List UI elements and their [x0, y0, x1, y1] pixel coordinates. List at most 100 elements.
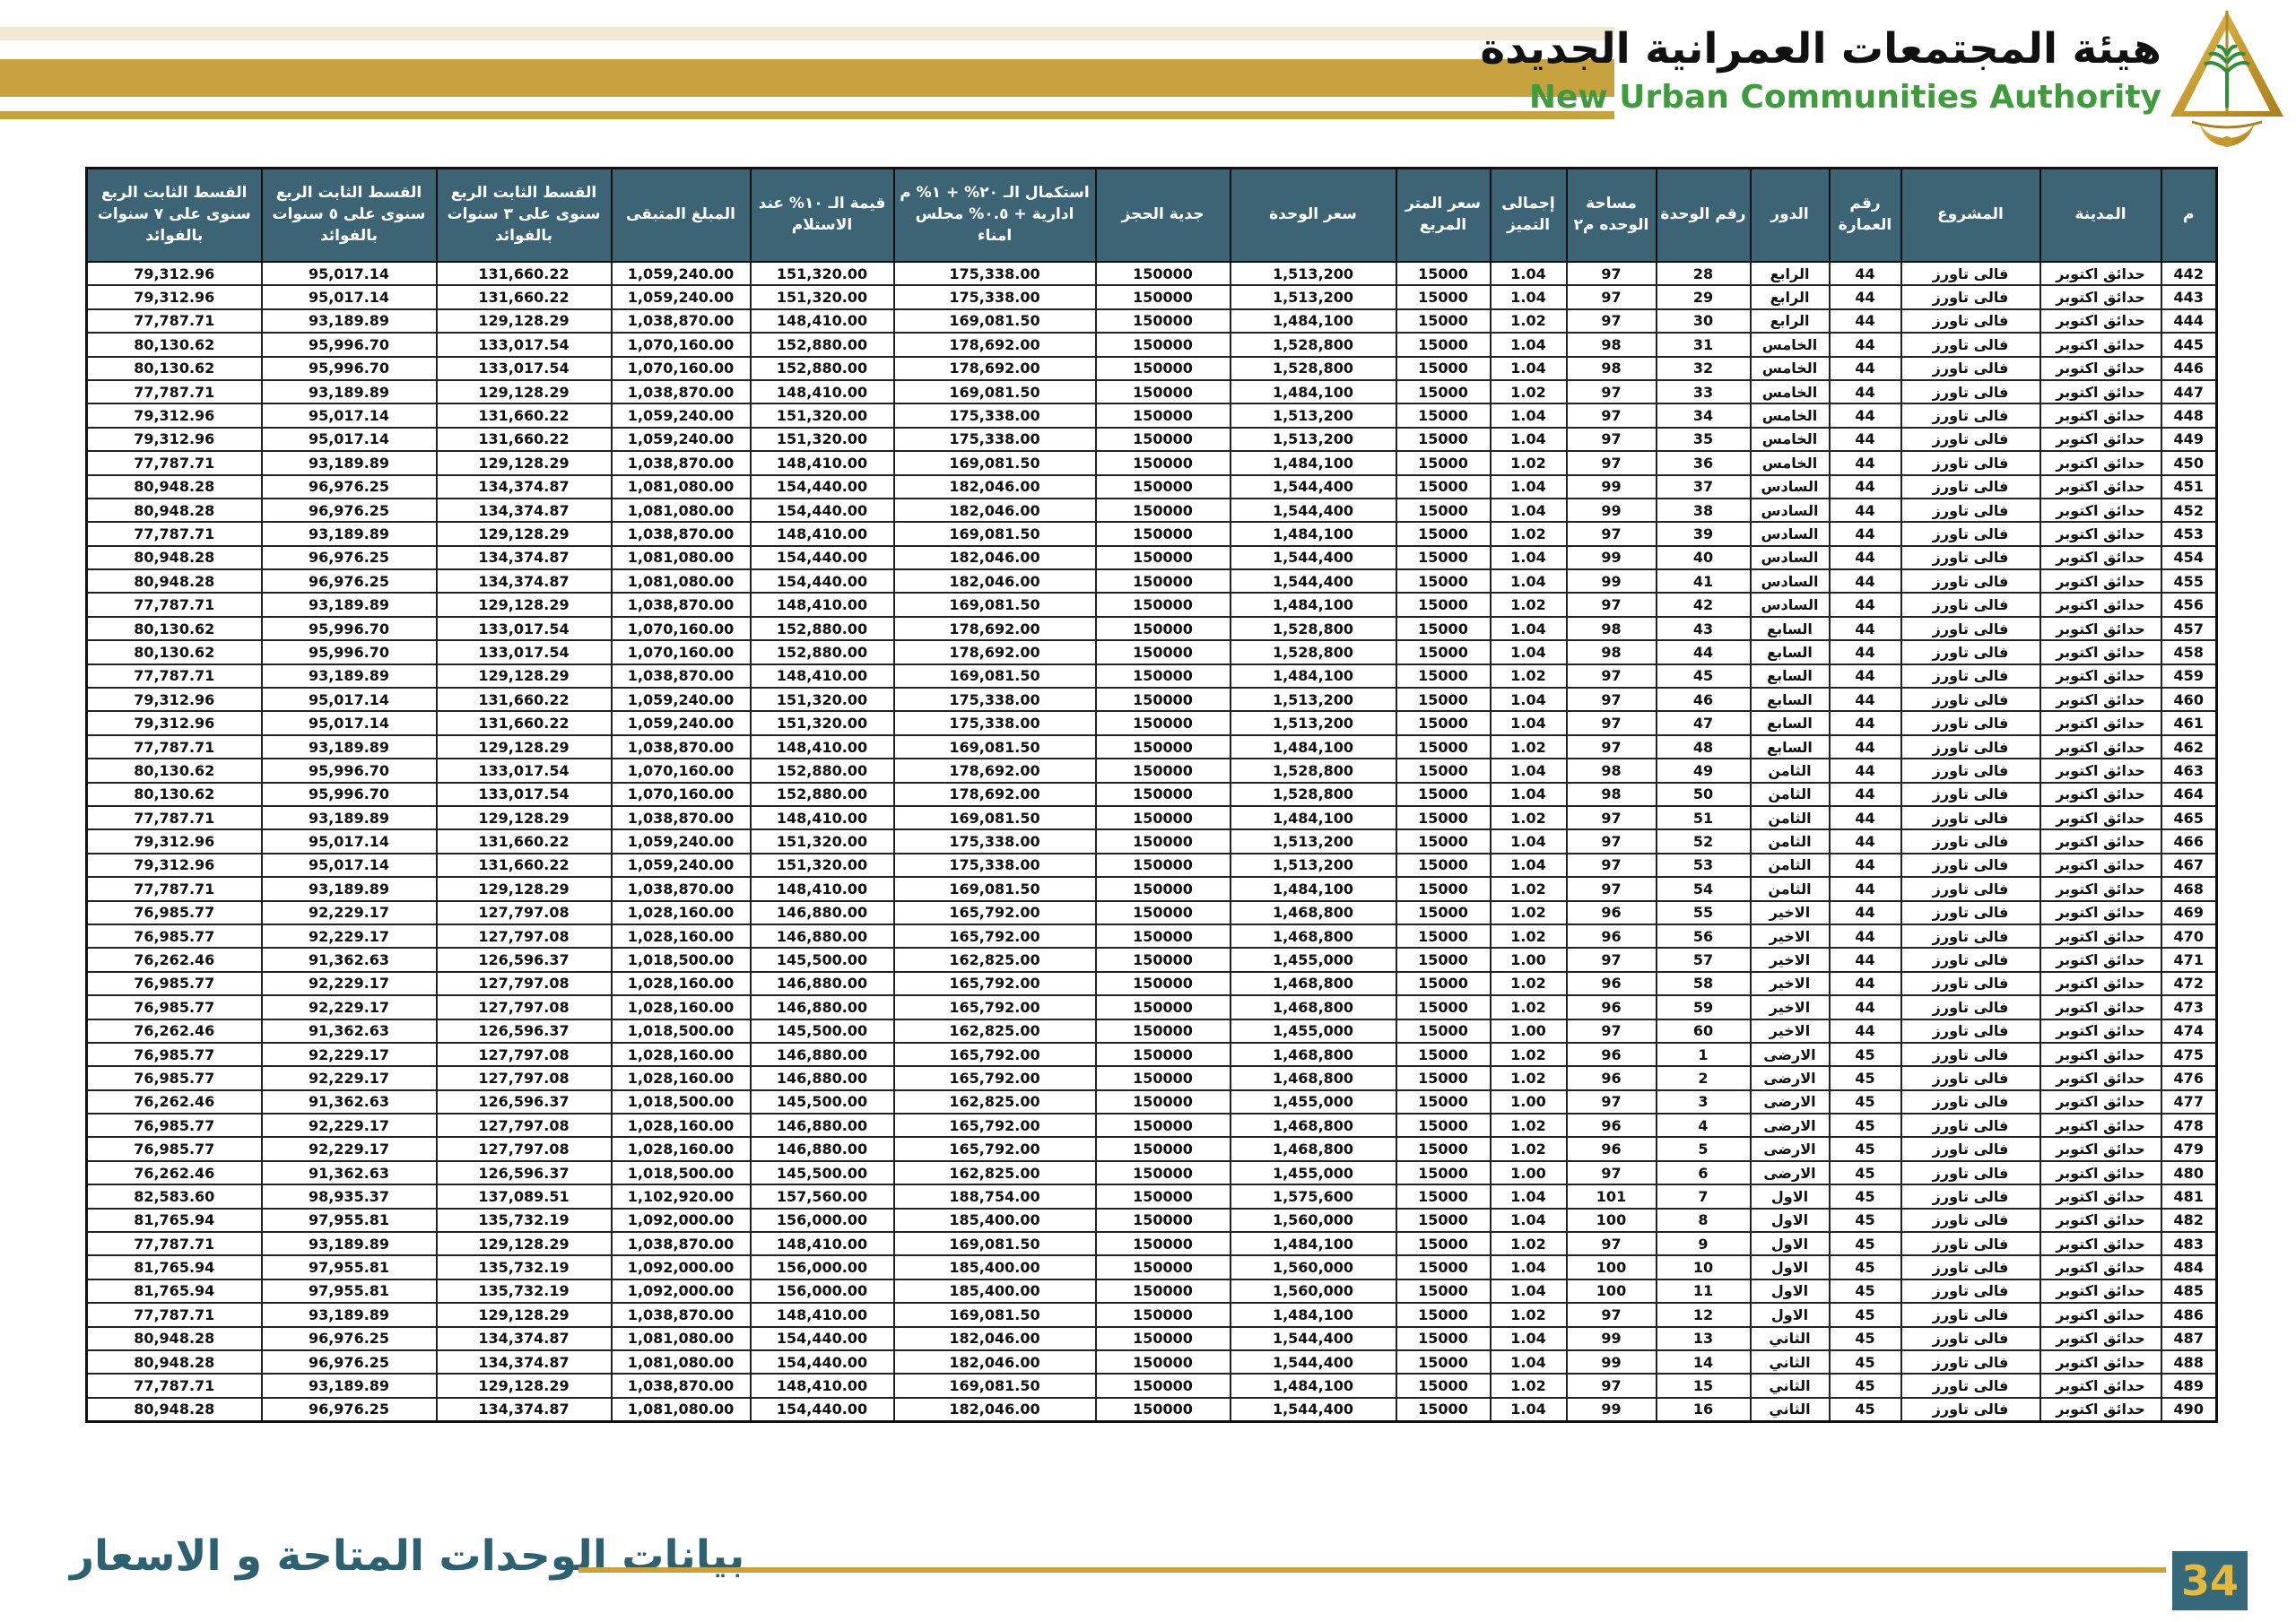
cell-building_no: 44 [1828, 521, 1902, 547]
cell-floor: السادس [1749, 544, 1831, 571]
cell-remaining_amount: 1,059,240.00 [610, 687, 752, 713]
cell-remaining_amount: 1,038,870.00 [610, 450, 752, 476]
cell-serial: 479 [2160, 1136, 2218, 1162]
cell-reservation_deposit: 150000 [1094, 308, 1231, 334]
cell-building_no: 44 [1828, 403, 1902, 429]
cell-unit_no: 16 [1655, 1396, 1752, 1423]
cell-installment_7y: 76,985.77 [85, 1136, 263, 1162]
cell-installment_7y: 79,312.96 [85, 852, 263, 879]
cell-value_10pct_delivery: 146,880.00 [749, 994, 895, 1020]
cell-price_per_m2: 15000 [1395, 1089, 1492, 1115]
column-header-remaining_amount: المبلغ المتبقى [610, 167, 752, 263]
cell-unit_price: 1,513,200 [1229, 710, 1397, 736]
cell-completion_20pct: 165,792.00 [892, 923, 1097, 950]
cell-area_m2: 97 [1565, 828, 1657, 854]
cell-building_no: 45 [1828, 1089, 1902, 1115]
cell-installment_5y: 92,229.17 [260, 1041, 438, 1068]
cell-area_m2: 98 [1565, 615, 1657, 642]
cell-installment_7y: 77,787.71 [85, 733, 263, 760]
cell-price_per_m2: 15000 [1395, 1065, 1492, 1091]
cell-floor: الخامس [1749, 426, 1831, 453]
cell-unit_no: 5 [1655, 1136, 1752, 1162]
cell-unit_price: 1,468,800 [1229, 970, 1397, 997]
table-row: 446 حدائق اكتوبر فالى تاورز 44 الخامس 32 98 1.0… [85, 355, 2218, 381]
cell-floor: الاول [1749, 1254, 1831, 1280]
cell-floor: الثامن [1749, 852, 1831, 879]
page-header: هيئة المجتمعات العمرانية الجديدة New Urb… [1480, 24, 2161, 116]
cell-reservation_deposit: 150000 [1094, 615, 1231, 642]
cell-value_10pct_delivery: 145,500.00 [749, 1018, 895, 1044]
cell-remaining_amount: 1,018,500.00 [610, 1018, 752, 1044]
cell-installment_7y: 81,765.94 [85, 1254, 263, 1280]
cell-value_10pct_delivery: 148,410.00 [749, 804, 895, 831]
cell-floor: الاخير [1749, 970, 1831, 997]
cell-area_m2: 99 [1565, 568, 1657, 594]
cell-installment_3y: 129,128.29 [435, 804, 613, 831]
cell-building_no: 44 [1828, 544, 1902, 571]
cell-installment_7y: 80,130.62 [85, 355, 263, 381]
cell-installment_3y: 137,089.51 [435, 1184, 613, 1210]
cell-floor: الارضى [1749, 1113, 1831, 1139]
cell-premium_total: 1.02 [1489, 450, 1568, 476]
cell-remaining_amount: 1,070,160.00 [610, 615, 752, 642]
cell-city: حدائق اكتوبر [2039, 1302, 2162, 1328]
cell-unit_no: 12 [1655, 1302, 1752, 1328]
cell-building_no: 44 [1828, 852, 1902, 879]
cell-unit_no: 38 [1655, 497, 1752, 524]
cell-premium_total: 1.00 [1489, 947, 1568, 973]
cell-price_per_m2: 15000 [1395, 804, 1492, 831]
cell-serial: 446 [2160, 355, 2218, 381]
cell-remaining_amount: 1,092,000.00 [610, 1278, 752, 1305]
cell-completion_20pct: 165,792.00 [892, 1041, 1097, 1068]
cell-floor: الخامس [1749, 332, 1831, 358]
cell-installment_3y: 129,128.29 [435, 733, 613, 760]
cell-installment_3y: 126,596.37 [435, 1018, 613, 1044]
cell-building_no: 45 [1828, 1278, 1902, 1305]
cell-value_10pct_delivery: 148,410.00 [749, 876, 895, 902]
cell-installment_5y: 93,189.89 [260, 592, 438, 618]
cell-serial: 487 [2160, 1325, 2218, 1351]
cell-installment_3y: 127,797.08 [435, 923, 613, 950]
cell-serial: 449 [2160, 426, 2218, 453]
cell-unit_no: 47 [1655, 710, 1752, 736]
cell-city: حدائق اكتوبر [2039, 1136, 2162, 1162]
cell-project: فالى تاورز [1900, 544, 2041, 571]
cell-unit_price: 1,484,100 [1229, 450, 1397, 476]
cell-city: حدائق اكتوبر [2039, 260, 2162, 287]
cell-floor: الخامس [1749, 355, 1831, 381]
cell-installment_5y: 92,229.17 [260, 970, 438, 997]
cell-project: فالى تاورز [1900, 473, 2041, 499]
cell-project: فالى تاورز [1900, 450, 2041, 476]
cell-remaining_amount: 1,092,000.00 [610, 1207, 752, 1234]
cell-unit_price: 1,528,800 [1229, 781, 1397, 807]
cell-completion_20pct: 169,081.50 [892, 876, 1097, 902]
cell-remaining_amount: 1,018,500.00 [610, 1089, 752, 1115]
cell-unit_no: 36 [1655, 450, 1752, 476]
cell-area_m2: 97 [1565, 521, 1657, 547]
cell-value_10pct_delivery: 152,880.00 [749, 615, 895, 642]
cell-floor: الاخير [1749, 994, 1831, 1020]
cell-installment_3y: 129,128.29 [435, 592, 613, 618]
cell-floor: الاول [1749, 1278, 1831, 1305]
cell-city: حدائق اكتوبر [2039, 758, 2162, 784]
cell-floor: السادس [1749, 521, 1831, 547]
cell-value_10pct_delivery: 148,410.00 [749, 450, 895, 476]
cell-installment_3y: 133,017.54 [435, 615, 613, 642]
cell-building_no: 44 [1828, 733, 1902, 760]
column-header-installment_3y: القسط الثابت الربع سنوى على ٣ سنوات بالف… [435, 167, 613, 263]
cell-installment_3y: 131,660.22 [435, 284, 613, 310]
cell-floor: الرابع [1749, 260, 1831, 287]
cell-completion_20pct: 175,338.00 [892, 284, 1097, 310]
cell-reservation_deposit: 150000 [1094, 733, 1231, 760]
table-row: 448 حدائق اكتوبر فالى تاورز 44 الخامس 34 97 1.0… [85, 403, 2218, 429]
cell-area_m2: 97 [1565, 1089, 1657, 1115]
cell-installment_7y: 80,948.28 [85, 497, 263, 524]
cell-price_per_m2: 15000 [1395, 1136, 1492, 1162]
cell-project: فالى تاورز [1900, 332, 2041, 358]
cell-installment_7y: 79,312.96 [85, 260, 263, 287]
cell-installment_7y: 81,765.94 [85, 1278, 263, 1305]
cell-building_no: 44 [1828, 923, 1902, 950]
cell-city: حدائق اكتوبر [2039, 1159, 2162, 1186]
cell-price_per_m2: 15000 [1395, 994, 1492, 1020]
cell-completion_20pct: 178,692.00 [892, 639, 1097, 665]
